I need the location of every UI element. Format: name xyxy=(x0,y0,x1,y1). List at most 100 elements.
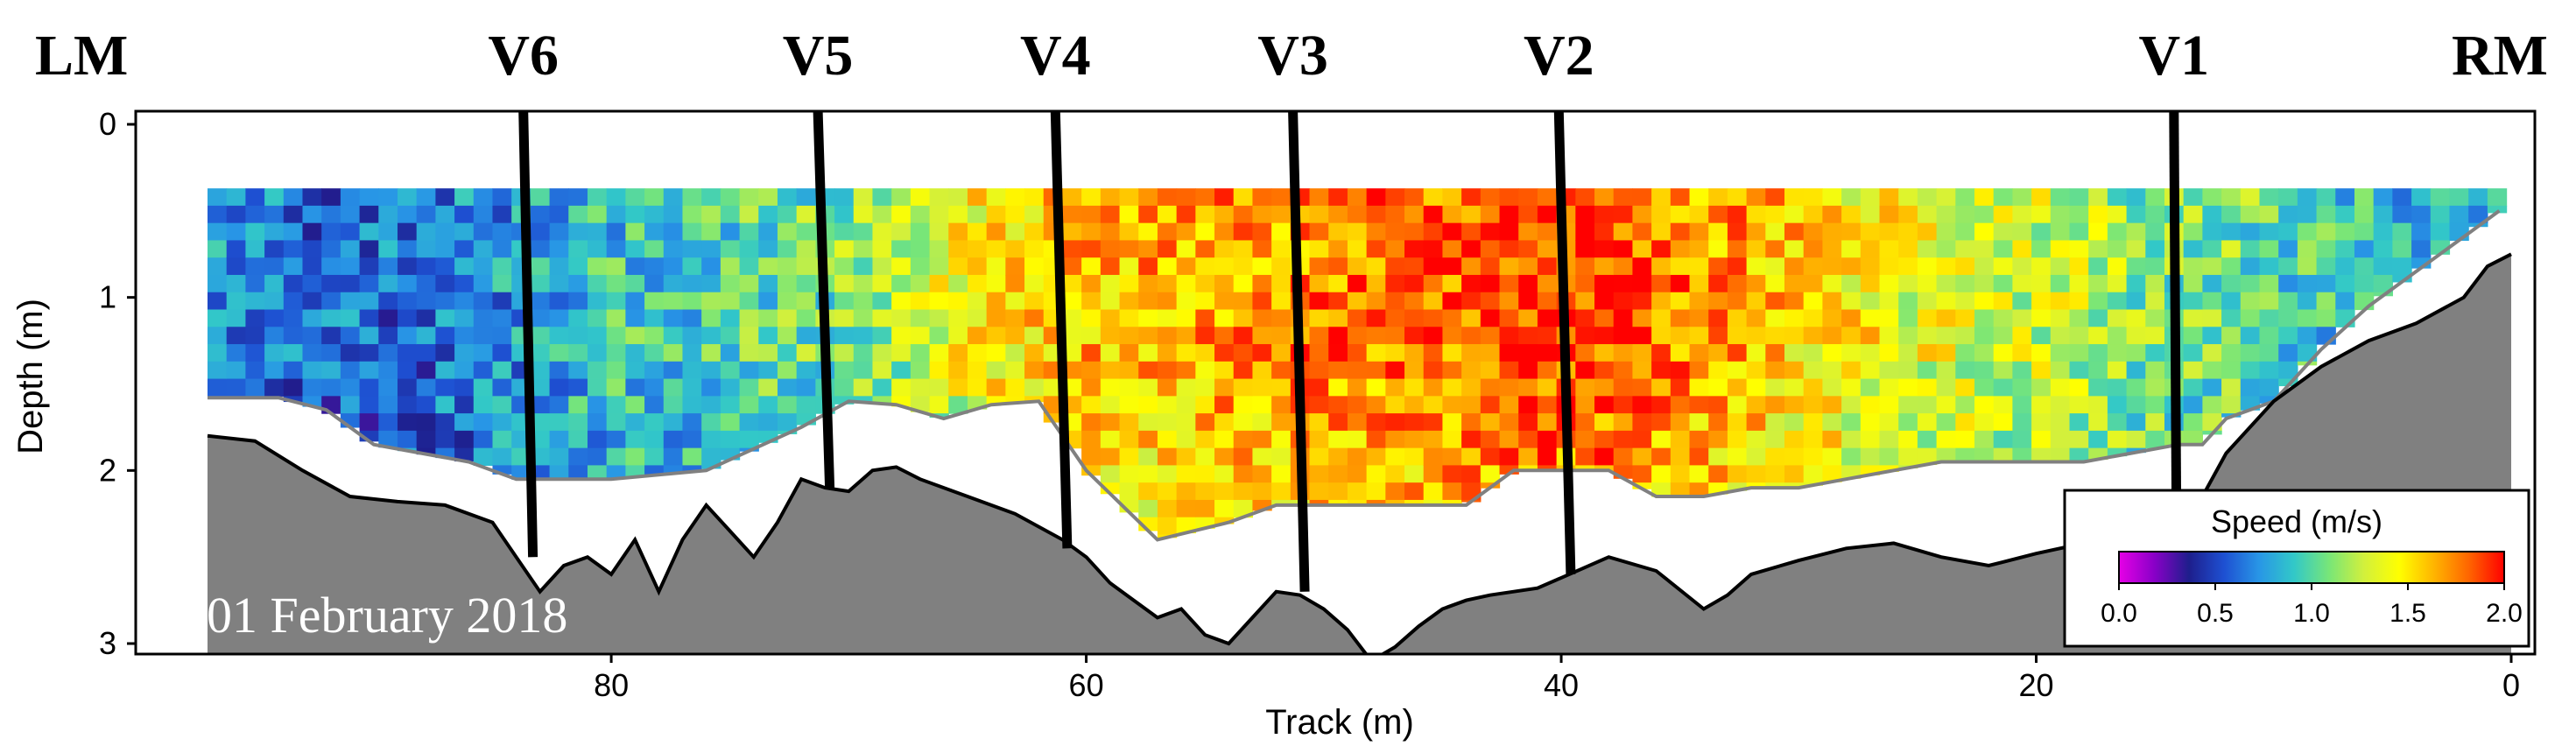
speed-cell xyxy=(2354,205,2375,224)
speed-cell xyxy=(1670,344,1691,362)
speed-cell xyxy=(2297,222,2318,242)
speed-cell xyxy=(378,327,398,345)
speed-cell xyxy=(1841,344,1862,362)
speed-cell xyxy=(1765,222,1785,242)
speed-cell xyxy=(1328,430,1348,449)
speed-cell xyxy=(1727,240,1748,258)
speed-cell xyxy=(967,309,988,327)
speed-cell xyxy=(1195,188,1215,207)
speed-cell xyxy=(606,257,626,276)
speed-cell xyxy=(644,240,665,258)
speed-cell xyxy=(473,361,494,380)
speed-cell xyxy=(1100,361,1121,380)
speed-cell xyxy=(1404,430,1425,449)
speed-cell xyxy=(530,222,551,242)
speed-cell xyxy=(568,274,588,293)
speed-cell xyxy=(625,447,645,467)
speed-cell xyxy=(1062,344,1082,362)
speed-cell xyxy=(530,309,551,327)
vertical-line-v6 xyxy=(518,110,538,558)
speed-cell xyxy=(796,361,816,380)
speed-cell xyxy=(302,361,322,380)
speed-cell xyxy=(1157,465,1178,483)
speed-cell xyxy=(1081,396,1101,414)
speed-cell xyxy=(1423,309,1444,327)
speed-cell xyxy=(1727,378,1748,397)
speed-cell xyxy=(1233,430,1254,449)
speed-cell xyxy=(1043,413,1064,423)
speed-cell xyxy=(1613,274,1634,293)
speed-cell xyxy=(1461,274,1482,293)
speed-cell xyxy=(2050,361,2071,380)
speed-cell xyxy=(359,378,379,397)
speed-cell xyxy=(1651,222,1672,242)
speed-cell xyxy=(948,222,968,242)
speed-cell xyxy=(321,396,341,414)
speed-cell xyxy=(2088,378,2108,397)
speed-cell xyxy=(1784,257,1805,276)
speed-cell xyxy=(549,257,569,276)
speed-cell xyxy=(2487,188,2508,207)
speed-cell xyxy=(530,361,551,380)
speed-cell xyxy=(1955,205,1975,224)
speed-cell xyxy=(2278,222,2298,242)
speed-cell xyxy=(682,240,702,258)
speed-cell xyxy=(834,257,855,276)
speed-cell xyxy=(682,465,702,473)
speed-cell xyxy=(435,430,455,449)
speed-cell xyxy=(1651,361,1672,380)
speed-cell xyxy=(397,396,418,414)
speed-cell xyxy=(2069,274,2089,293)
speed-cell xyxy=(1936,222,1956,242)
speed-cell xyxy=(2335,222,2355,242)
speed-cell xyxy=(2278,188,2298,207)
speed-cell xyxy=(1670,465,1691,483)
speed-cell xyxy=(435,240,455,258)
speed-cell xyxy=(245,274,265,293)
speed-cell xyxy=(1499,465,1519,475)
speed-cell xyxy=(948,361,968,380)
speed-cell xyxy=(587,205,608,224)
speed-cell xyxy=(2183,378,2203,397)
speed-cell xyxy=(264,378,285,397)
speed-cell xyxy=(1689,430,1709,449)
speed-cell xyxy=(1670,205,1691,224)
speed-cell xyxy=(2069,205,2089,224)
speed-cell xyxy=(1803,413,1824,432)
speed-cell xyxy=(2259,378,2279,397)
speed-cell xyxy=(2107,257,2128,276)
speed-cell xyxy=(1670,430,1691,449)
speed-cell xyxy=(2221,396,2242,414)
speed-cell xyxy=(1670,257,1691,276)
x-axis-label: Track (m) xyxy=(1265,703,1414,742)
speed-cell xyxy=(1518,240,1538,258)
speed-cell xyxy=(2335,292,2355,311)
speed-cell xyxy=(1214,188,1235,207)
speed-cell xyxy=(1328,396,1348,414)
speed-cell xyxy=(1328,309,1348,327)
speed-cell xyxy=(1366,361,1386,380)
speed-cell xyxy=(1784,482,1805,489)
speed-cell xyxy=(1309,188,1329,207)
speed-cell xyxy=(2050,240,2071,258)
speed-cell xyxy=(1366,222,1386,242)
speed-cell xyxy=(1727,188,1748,207)
speed-cell xyxy=(1746,327,1766,345)
speed-cell xyxy=(1157,396,1178,414)
speed-cell xyxy=(587,361,608,380)
speed-cell xyxy=(606,292,626,311)
speed-cell xyxy=(739,222,759,242)
speed-cell xyxy=(1727,257,1748,276)
speed-cell xyxy=(2088,344,2108,362)
speed-cell xyxy=(1632,274,1652,293)
speed-cell xyxy=(435,327,455,345)
speed-cell xyxy=(2278,309,2298,327)
speed-cell xyxy=(853,274,874,293)
speed-cell xyxy=(701,274,721,293)
speed-cell xyxy=(796,396,816,414)
speed-cell xyxy=(1936,292,1956,311)
speed-cell xyxy=(758,222,778,242)
speed-cell xyxy=(1917,309,1938,327)
speed-cell xyxy=(606,413,626,432)
speed-cell xyxy=(1309,205,1329,224)
